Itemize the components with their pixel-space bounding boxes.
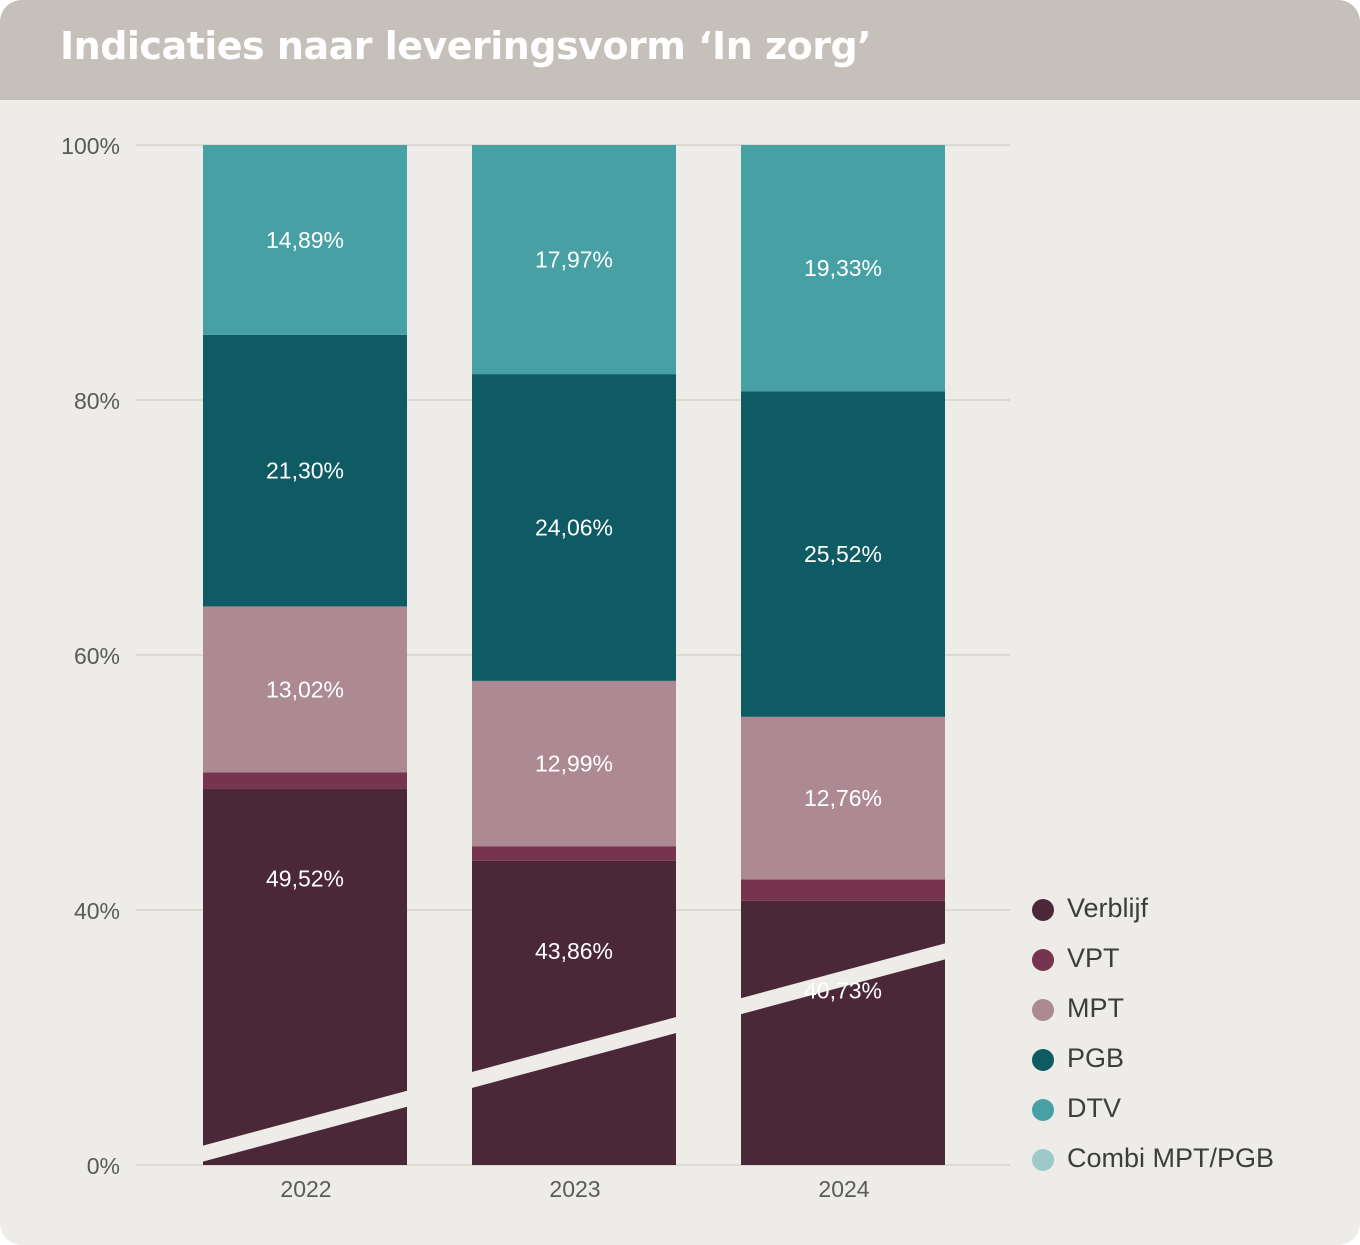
bar-segment-mpt [472,680,676,847]
legend-label: DTV [1067,1093,1121,1123]
data-label: 43,86% [535,938,613,964]
legend-label: VPT [1067,943,1120,973]
x-tick-label: 2023 [549,1176,600,1202]
data-label: 49,52% [266,866,344,892]
bar-segment-dtv [203,145,407,335]
data-label: 17,97% [535,247,613,273]
y-tick-label: 100% [61,133,120,159]
data-label: 19,33% [804,255,882,281]
chart-title: Indicaties naar leveringsvorm ‘In zorg’ [60,24,872,68]
data-label: 14,89% [266,227,344,253]
bar-segment-pgb [472,374,676,681]
bar-segment-pgb [741,391,945,717]
bar-segment-mpt [741,716,945,880]
x-tick-label: 2024 [818,1176,869,1202]
bar-segment-vpt [741,879,945,901]
y-tick-label: 40% [74,898,120,924]
y-tick-label: 80% [74,388,120,414]
data-label: 25,52% [804,541,882,567]
legend-swatch [1032,1099,1054,1121]
legend-swatch [1032,899,1054,921]
legend-swatch [1032,999,1054,1021]
legend-label: MPT [1067,993,1124,1023]
legend-swatch [1032,1149,1054,1171]
bar-segment-dtv [472,145,676,375]
legend-label: PGB [1067,1043,1125,1073]
bar-segment-pgb [203,334,407,607]
bar-segment-mpt [203,606,407,773]
legend-item: Verblijf [1032,893,1332,943]
data-label: 21,30% [266,458,344,484]
legend-item: DTV [1032,1093,1332,1143]
legend-swatch [1032,1049,1054,1071]
legend-item: VPT [1032,943,1332,993]
title-bar: Indicaties naar leveringsvorm ‘In zorg’ [0,0,1360,100]
legend-item: Combi MPT/PGB [1032,1143,1332,1193]
x-tick-label: 2022 [280,1176,331,1202]
axis-break-band [470,1016,678,1089]
y-tick-label: 0% [87,1153,120,1179]
legend-label: Combi MPT/PGB [1067,1143,1275,1173]
legend: Verblijf VPT MPT PGB DTV Combi MPT/PGB [1032,893,1332,1193]
legend-item: MPT [1032,993,1332,1043]
data-label: 13,02% [266,676,344,702]
bar-segment-verblijf [741,900,945,1165]
legend-label: Verblijf [1067,893,1149,923]
bar-segment-vpt [472,846,676,861]
data-label: 40,73% [804,978,882,1004]
data-label: 24,06% [535,515,613,541]
data-label: 12,99% [535,751,613,777]
legend-item: PGB [1032,1043,1332,1093]
bar-segment-vpt [203,772,407,789]
bar-segment-verblijf [472,860,676,1165]
axis-break-band [201,1090,409,1163]
bar-segment-dtv [741,145,945,392]
data-label: 12,76% [804,785,882,811]
y-tick-label: 60% [74,643,120,669]
axis-break-band [739,942,947,1015]
legend-swatch [1032,949,1054,971]
